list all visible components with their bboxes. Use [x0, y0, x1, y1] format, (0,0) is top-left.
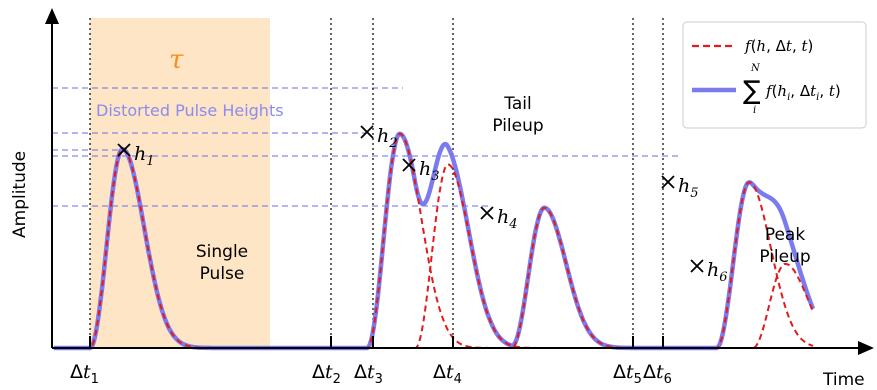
height-label-5: h5: [678, 175, 699, 201]
time-label-4: Δt4: [433, 361, 462, 387]
height-label-4: h4: [497, 206, 518, 232]
svg-text:Single: Single: [196, 242, 248, 262]
legend-sum-symbol: ∑: [743, 76, 761, 106]
svg-text:Tail: Tail: [503, 94, 531, 114]
legend-single-label: f(h, Δt, t): [744, 37, 813, 55]
annotation-single: Single Pulse: [196, 242, 248, 284]
time-label-1: Δt1: [70, 361, 99, 387]
x-axis-arrow: [858, 341, 874, 355]
start-ticks: [89, 336, 664, 348]
y-axis-label: Amplitude: [10, 151, 30, 238]
tau-window: [90, 18, 270, 348]
legend-sum-sup: N: [750, 63, 761, 74]
annotation-peak: Peak Pileup: [759, 225, 810, 267]
tau-label: τ: [169, 45, 184, 75]
legend: f(h, Δt, t) ∑ N i f(hi, Δti, t): [682, 21, 867, 129]
legend-sum-sub: i: [753, 105, 756, 116]
legend-sum-label: f(hi, Δti, t): [765, 82, 841, 103]
legend-box: [682, 21, 867, 129]
height-label-6: h6: [707, 259, 728, 285]
time-label-6: Δt6: [643, 361, 672, 387]
y-axis-arrow: [45, 8, 59, 24]
svg-text:Pulse: Pulse: [200, 264, 245, 284]
svg-text:Peak: Peak: [765, 225, 806, 245]
axes: [45, 8, 874, 355]
svg-text:Pileup: Pileup: [759, 247, 810, 267]
x-axis-label: Time: [822, 370, 865, 390]
height-label-2: h2: [377, 125, 398, 151]
peak-markers: [117, 125, 704, 273]
time-labels: Δt1 Δt2 Δt3 Δt4 Δt5 Δt6: [70, 361, 672, 387]
time-label-5: Δt5: [613, 361, 642, 387]
time-markers: [89, 18, 664, 348]
time-label-2: Δt2: [312, 361, 341, 387]
annotation-tail: Tail Pileup: [492, 94, 543, 136]
time-label-3: Δt3: [354, 361, 383, 387]
svg-text:Pileup: Pileup: [492, 116, 543, 136]
distorted-heights-label: Distorted Pulse Heights: [96, 101, 284, 120]
guide-lines: [52, 87, 680, 207]
